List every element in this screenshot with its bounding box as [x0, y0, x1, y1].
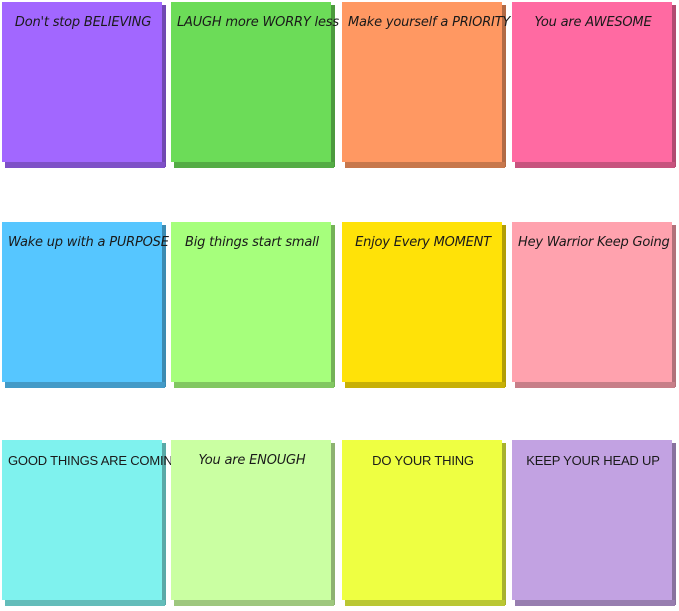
- note-face: [2, 222, 162, 382]
- note-stack-edge: [345, 382, 505, 388]
- note-face: [171, 2, 331, 162]
- note-text: Enjoy Every MOMENT: [355, 235, 491, 250]
- note-stack-edge: [331, 443, 335, 605]
- sticky-note: Make yourself a PRIORITY: [342, 2, 511, 168]
- note-text: You are ENOUGH: [198, 453, 306, 468]
- note-text: Big things start small: [185, 235, 319, 250]
- note-face: [342, 440, 502, 600]
- note-text: Don't stop BELIEVING: [14, 15, 152, 30]
- sticky-note: You are ENOUGH: [171, 440, 335, 606]
- note-stack-edge: [331, 5, 335, 167]
- note-stack-edge: [162, 443, 166, 605]
- note-text: GOOD THINGS ARE COMING: [8, 453, 183, 468]
- note-text: You are AWESOME: [534, 15, 652, 30]
- note-text: KEEP YOUR HEAD UP: [526, 453, 660, 468]
- note-stack-edge: [5, 382, 165, 388]
- note-face: [171, 440, 331, 600]
- note-stack-edge: [672, 5, 676, 167]
- note-face: [512, 440, 672, 600]
- sticky-note: Big things start small: [171, 222, 335, 388]
- note-stack-edge: [672, 443, 676, 605]
- note-text: Wake up with a PURPOSE: [8, 235, 169, 250]
- note-face: [342, 222, 502, 382]
- note-stack-edge: [5, 600, 165, 606]
- note-stack-edge: [162, 5, 166, 167]
- note-stack-edge: [515, 382, 675, 388]
- note-face: [512, 222, 672, 382]
- note-text: Hey Warrior Keep Going: [518, 235, 670, 250]
- note-stack-edge: [174, 600, 334, 606]
- note-stack-edge: [5, 162, 165, 168]
- note-text: Make yourself a PRIORITY: [348, 15, 511, 30]
- note-stack-edge: [174, 162, 334, 168]
- sticky-note: GOOD THINGS ARE COMING: [2, 440, 183, 606]
- note-stack-edge: [515, 162, 675, 168]
- note-face: [2, 440, 162, 600]
- note-stack-edge: [515, 600, 675, 606]
- note-stack-edge: [331, 225, 335, 387]
- note-stack-edge: [502, 5, 506, 167]
- note-face: [342, 2, 502, 162]
- note-face: [171, 222, 331, 382]
- note-stack-edge: [162, 225, 166, 387]
- note-face: [2, 2, 162, 162]
- note-face: [512, 2, 672, 162]
- note-stack-edge: [345, 162, 505, 168]
- note-text: DO YOUR THING: [372, 453, 474, 468]
- note-stack-edge: [502, 225, 506, 387]
- note-text: LAUGH more WORRY less: [177, 15, 339, 30]
- sticky-note: Enjoy Every MOMENT: [342, 222, 506, 388]
- sticky-note: LAUGH more WORRY less: [171, 2, 339, 168]
- note-stack-edge: [174, 382, 334, 388]
- sticky-note: KEEP YOUR HEAD UP: [512, 440, 676, 606]
- sticky-note: You are AWESOME: [512, 2, 676, 168]
- note-stack-edge: [502, 443, 506, 605]
- note-stack-edge: [672, 225, 676, 387]
- sticky-note: Don't stop BELIEVING: [2, 2, 166, 168]
- sticky-note: DO YOUR THING: [342, 440, 506, 606]
- sticky-note: Hey Warrior Keep Going: [512, 222, 676, 388]
- sticky-note: Wake up with a PURPOSE: [2, 222, 169, 388]
- note-stack-edge: [345, 600, 505, 606]
